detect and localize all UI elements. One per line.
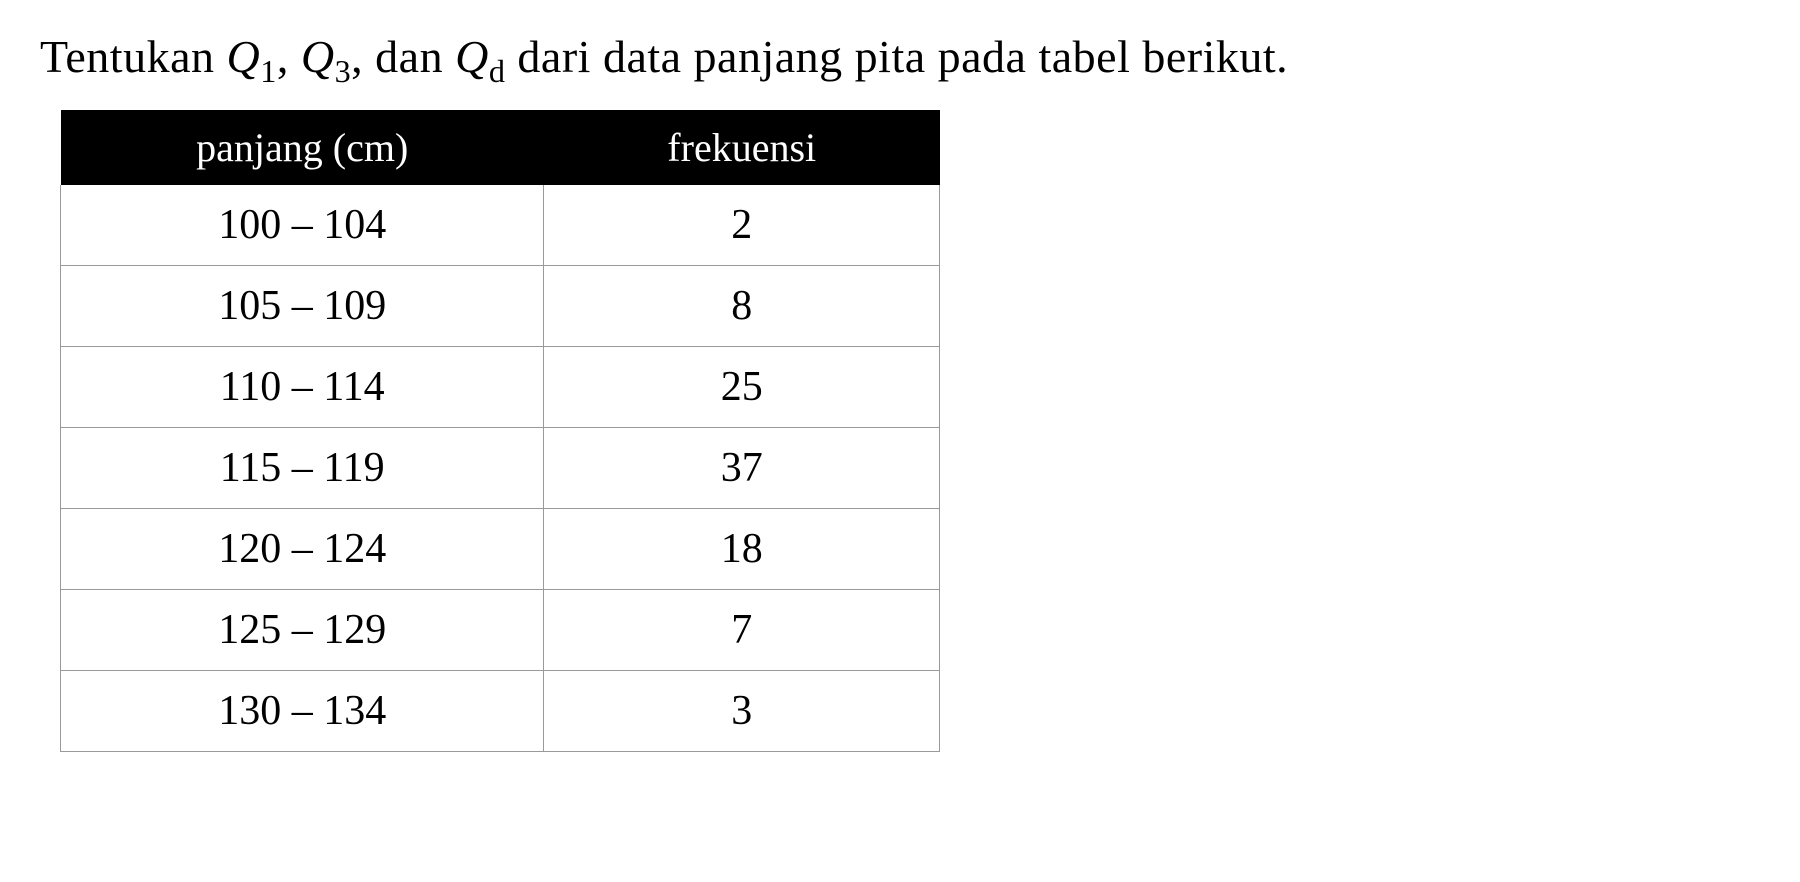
cell-freq: 2 — [544, 185, 940, 266]
cell-range: 105 – 109 — [61, 266, 544, 347]
cell-range: 115 – 119 — [61, 428, 544, 509]
variable-q1: Q1 — [227, 31, 277, 82]
header-panjang: panjang (cm) — [61, 110, 544, 185]
question-suffix: dari data panjang pita pada tabel beriku… — [505, 31, 1288, 82]
table-row: 130 – 134 3 — [61, 671, 940, 752]
table-row: 105 – 109 8 — [61, 266, 940, 347]
question-prefix: Tentukan — [40, 31, 227, 82]
cell-range: 130 – 134 — [61, 671, 544, 752]
cell-range: 125 – 129 — [61, 590, 544, 671]
table-row: 120 – 124 18 — [61, 509, 940, 590]
cell-freq: 8 — [544, 266, 940, 347]
table-row: 110 – 114 25 — [61, 347, 940, 428]
cell-freq: 7 — [544, 590, 940, 671]
table-row: 125 – 129 7 — [61, 590, 940, 671]
table-row: 100 – 104 2 — [61, 185, 940, 266]
cell-freq: 25 — [544, 347, 940, 428]
variable-q3: Q3 — [301, 31, 351, 82]
cell-freq: 3 — [544, 671, 940, 752]
cell-freq: 18 — [544, 509, 940, 590]
frequency-table: panjang (cm) frekuensi 100 – 104 2 105 –… — [60, 110, 940, 752]
header-frekuensi: frekuensi — [544, 110, 940, 185]
question-statement: Tentukan Q1, Q3, dan Qd dari data panjan… — [40, 30, 1760, 90]
cell-range: 120 – 124 — [61, 509, 544, 590]
variable-qd: Qd — [455, 31, 505, 82]
cell-range: 110 – 114 — [61, 347, 544, 428]
cell-range: 100 – 104 — [61, 185, 544, 266]
table-body: 100 – 104 2 105 – 109 8 110 – 114 25 115… — [61, 185, 940, 752]
separator-1: , — [277, 31, 301, 82]
separator-2: , dan — [351, 31, 455, 82]
cell-freq: 37 — [544, 428, 940, 509]
table-row: 115 – 119 37 — [61, 428, 940, 509]
table-header-row: panjang (cm) frekuensi — [61, 110, 940, 185]
